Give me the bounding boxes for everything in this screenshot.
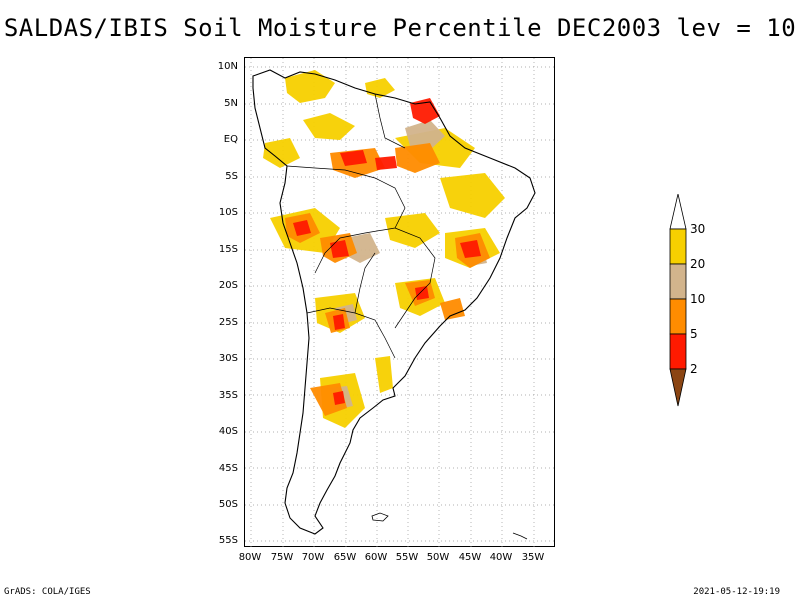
footer-credit: GrADS: COLA/IGES xyxy=(4,587,91,597)
map-plot xyxy=(245,58,556,548)
lon-label-60w: 60W xyxy=(364,552,388,563)
lat-label-50s: 50S xyxy=(218,499,238,510)
country-borders xyxy=(286,93,436,359)
coastline xyxy=(252,69,536,535)
colorbar-segment-10-20 xyxy=(669,263,687,300)
colorbar-label-2: 2 xyxy=(690,362,698,376)
map-frame xyxy=(244,57,556,548)
map-title: SALDAS/IBIS Soil Moisture Percentile DEC… xyxy=(3,14,797,42)
lat-label-25s: 25S xyxy=(218,317,238,328)
lon-label-35w: 35W xyxy=(521,552,545,563)
lat-label-30s: 30S xyxy=(218,353,238,364)
lon-label-70w: 70W xyxy=(301,552,325,563)
colorbar-label-5: 5 xyxy=(690,327,698,341)
percentile-shading xyxy=(263,70,505,428)
falkland-islands xyxy=(371,512,389,522)
colorbar-segment-20-30 xyxy=(669,228,687,265)
lon-label-45w: 45W xyxy=(458,552,482,563)
lon-label-65w: 65W xyxy=(333,552,357,563)
colorbar-segment-above-30 xyxy=(669,194,687,230)
colorbar-label-10: 10 xyxy=(690,292,706,306)
colorbar xyxy=(669,194,687,407)
lon-label-50w: 50W xyxy=(426,552,450,563)
lon-label-40w: 40W xyxy=(489,552,513,563)
lat-label-20s: 20S xyxy=(218,280,238,291)
lat-label-15s: 15S xyxy=(218,244,238,255)
lon-label-80w: 80W xyxy=(238,552,262,563)
colorbar-label-30: 30 xyxy=(690,222,706,236)
lat-label-10n: 10N xyxy=(217,61,238,72)
lat-label-40s: 40S xyxy=(218,426,238,437)
colorbar-segment-below-2 xyxy=(669,368,687,407)
lat-label-35s: 35S xyxy=(218,390,238,401)
lon-label-75w: 75W xyxy=(270,552,294,563)
lat-label-55s: 55S xyxy=(218,535,238,546)
lat-label-5s: 5S xyxy=(225,171,238,182)
lat-label-5n: 5N xyxy=(224,98,238,109)
south-georgia xyxy=(512,532,528,540)
lon-label-55w: 55W xyxy=(395,552,419,563)
map-gridlines xyxy=(245,58,556,548)
colorbar-segment-5-10 xyxy=(669,298,687,335)
colorbar-label-20: 20 xyxy=(690,257,706,271)
lat-label-45s: 45S xyxy=(218,463,238,474)
lat-label-10s: 10S xyxy=(218,207,238,218)
colorbar-segment-2-5 xyxy=(669,333,687,370)
lat-label-eq: EQ xyxy=(223,134,238,145)
footer-timestamp: 2021-05-12-19:19 xyxy=(693,587,780,597)
